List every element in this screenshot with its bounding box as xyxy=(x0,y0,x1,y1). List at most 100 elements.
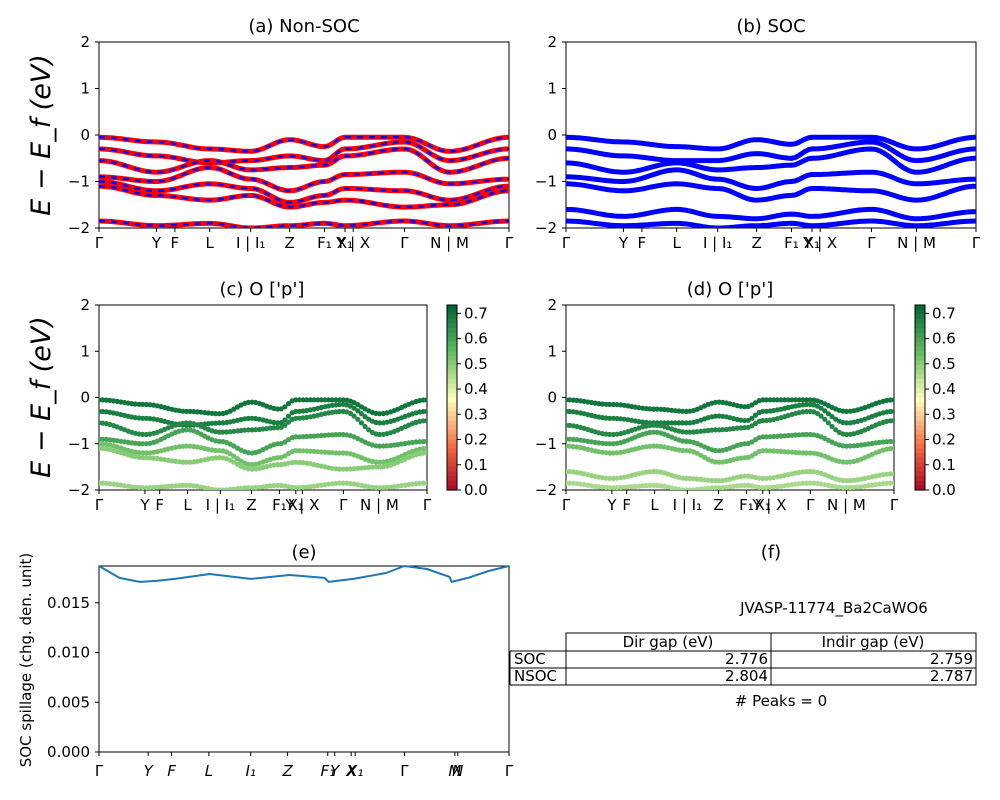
colorbar-segment xyxy=(915,429,925,436)
band-point xyxy=(669,420,675,426)
panel-e-xtick-label: Γ xyxy=(505,762,514,780)
band-line xyxy=(566,167,976,192)
panel-d-xtick-label: F₁ xyxy=(739,496,754,514)
colorbar-segment xyxy=(447,402,457,408)
band-point xyxy=(344,466,350,472)
band-point xyxy=(760,397,766,403)
colorbar-segment xyxy=(447,305,457,311)
band-point xyxy=(796,450,802,456)
band-point xyxy=(140,450,146,456)
colorbar-segment xyxy=(915,425,925,431)
panel-c-ytick-label: 2 xyxy=(80,296,90,314)
band-point xyxy=(803,401,810,408)
band-point xyxy=(650,482,657,488)
band-point xyxy=(275,482,281,488)
band-point xyxy=(607,431,613,437)
colorbar-segment xyxy=(447,355,457,362)
colorbar-segment xyxy=(915,397,925,403)
colorbar-segment xyxy=(915,406,925,412)
colorbar-segment xyxy=(447,342,457,348)
colorbar-segment xyxy=(447,318,457,325)
band-point xyxy=(417,480,423,486)
band-point xyxy=(293,448,299,454)
panel-b-xtick-label: Γ xyxy=(972,234,981,252)
colorbar-segment xyxy=(915,342,925,348)
panel-c-xtick-label: Γ xyxy=(95,496,104,514)
table-header-indir: Indir gap (eV) xyxy=(822,633,925,651)
colorbar-tick-label: 0.7 xyxy=(932,304,956,322)
panel-c-ytick-label: 1 xyxy=(80,342,90,360)
panel-a-xtick-label: Y xyxy=(151,234,162,252)
panel-e-ytick-label: 0.000 xyxy=(47,743,90,761)
band-point xyxy=(424,418,427,424)
panel-a-xtick-label: Z xyxy=(285,234,295,252)
colorbar-segment xyxy=(447,314,457,320)
panel-a-xtick-label: Γ xyxy=(505,234,514,252)
band-point xyxy=(567,397,573,403)
band-point xyxy=(687,429,693,435)
band-point xyxy=(607,415,613,421)
band-point xyxy=(296,448,302,454)
band-point xyxy=(771,397,777,403)
band-point xyxy=(369,464,375,470)
colorbar-segment xyxy=(915,388,925,394)
panel-d-ytick-label: 1 xyxy=(547,342,557,360)
band-line-blue xyxy=(99,219,509,228)
band-point xyxy=(763,397,770,403)
colorbar-segment xyxy=(915,420,925,426)
colorbar-segment xyxy=(915,443,925,449)
colorbar-segment xyxy=(915,360,925,366)
band-point xyxy=(891,445,894,451)
panel-d-ytick-label: 0 xyxy=(547,389,557,407)
band-point xyxy=(424,408,427,414)
colorbar-segment xyxy=(447,448,457,454)
band-point xyxy=(818,405,824,411)
band-point xyxy=(322,397,328,403)
band-line xyxy=(566,218,976,228)
band-point xyxy=(384,484,390,490)
colorbar-segment xyxy=(447,337,457,343)
colorbar-segment xyxy=(915,485,925,491)
colorbar-tick-label: 0.3 xyxy=(932,405,956,423)
band-point xyxy=(351,413,357,419)
band-point xyxy=(887,480,894,486)
band-point xyxy=(829,423,835,430)
colorbar-tick-label: 0.0 xyxy=(464,481,488,499)
band-point xyxy=(793,397,799,403)
band-point xyxy=(355,408,361,414)
band-point xyxy=(844,431,850,438)
band-point xyxy=(100,436,106,442)
band-point xyxy=(358,411,364,417)
colorbar-segment xyxy=(447,328,457,334)
band-point xyxy=(329,432,335,438)
colorbar-segment xyxy=(915,434,925,440)
band-point xyxy=(377,443,383,449)
panel-f-title: (f) xyxy=(761,542,781,563)
panel-c-xtick-label: N | M xyxy=(360,496,399,514)
band-point xyxy=(311,448,317,454)
panel-c-xtick-label: Y xyxy=(139,496,150,514)
colorbar-segment xyxy=(447,485,457,491)
colorbar-segment xyxy=(915,337,925,343)
panel-d-xtick-label: I | I₁ xyxy=(673,496,702,514)
panel-b-xtick-label: Y xyxy=(618,234,629,252)
panel-e-ytick-label: 0.005 xyxy=(47,693,90,711)
colorbar-segment xyxy=(447,471,457,477)
colorbar-segment xyxy=(915,346,925,352)
panel-a-ytick-label: 1 xyxy=(80,80,90,98)
band-point xyxy=(140,441,146,447)
band-point xyxy=(767,397,773,403)
band-point xyxy=(165,483,171,489)
band-point xyxy=(351,405,357,411)
band-point xyxy=(829,414,835,420)
band-point xyxy=(147,485,153,490)
band-point xyxy=(814,410,821,417)
colorbar-tick-label: 0.5 xyxy=(932,355,956,373)
colorbar-segment xyxy=(447,480,457,486)
panel-c-xtick-label: F₁ xyxy=(272,496,287,514)
band-point xyxy=(213,447,219,454)
band-point xyxy=(803,480,810,486)
band-point xyxy=(336,466,343,472)
panel-a-ytick-label: −2 xyxy=(68,219,90,237)
panel-a-bands xyxy=(99,134,509,228)
